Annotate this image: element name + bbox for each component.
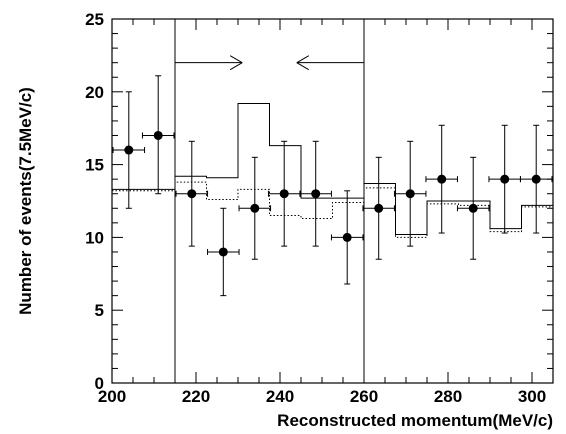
x-tick-label: 240 — [266, 387, 294, 406]
data-points — [112, 75, 553, 297]
x-tick-label: 220 — [182, 387, 210, 406]
x-tick-label: 300 — [518, 387, 546, 406]
y-tick-label: 10 — [85, 228, 104, 247]
x-tick-label: 260 — [350, 387, 378, 406]
y-axis-label: Number of events(7.5MeV/c) — [16, 87, 35, 315]
y-tick-label: 5 — [95, 301, 104, 320]
plot-frame — [111, 18, 554, 384]
data-point — [153, 130, 163, 140]
data-point — [405, 189, 415, 199]
arrow-left-head — [296, 62, 310, 71]
data-point — [531, 174, 541, 184]
y-tick-label: 15 — [85, 156, 104, 175]
solid-histogram — [112, 102, 553, 235]
data-point — [187, 189, 197, 199]
x-tick-label: 200 — [98, 387, 126, 406]
data-point — [250, 203, 260, 213]
data-point — [342, 232, 352, 242]
x-axis-label: Reconstructed momentum(MeV/c) — [277, 411, 553, 430]
data-point — [374, 203, 384, 213]
data-point — [468, 203, 478, 213]
y-tick-label: 20 — [85, 83, 104, 102]
arrow-left-head — [296, 55, 310, 64]
data-point — [279, 189, 289, 199]
axis-ticks — [111, 18, 554, 384]
signal-window — [174, 19, 365, 383]
axis-tick-labels: 200 220 240 260 280 300 0 5 10 15 20 25 — [85, 10, 546, 406]
histogram-lines — [112, 102, 553, 238]
x-tick-label: 280 — [434, 387, 462, 406]
y-tick-label: 25 — [85, 10, 104, 29]
data-point — [500, 174, 510, 184]
dotted-histogram — [112, 181, 553, 238]
data-point — [311, 189, 321, 199]
window-arrows — [175, 55, 364, 71]
arrow-right-head — [229, 62, 243, 71]
data-point — [124, 145, 134, 155]
data-point — [218, 247, 228, 257]
arrow-right-head — [229, 55, 243, 64]
y-tick-label: 0 — [95, 374, 104, 393]
data-point — [437, 174, 447, 184]
